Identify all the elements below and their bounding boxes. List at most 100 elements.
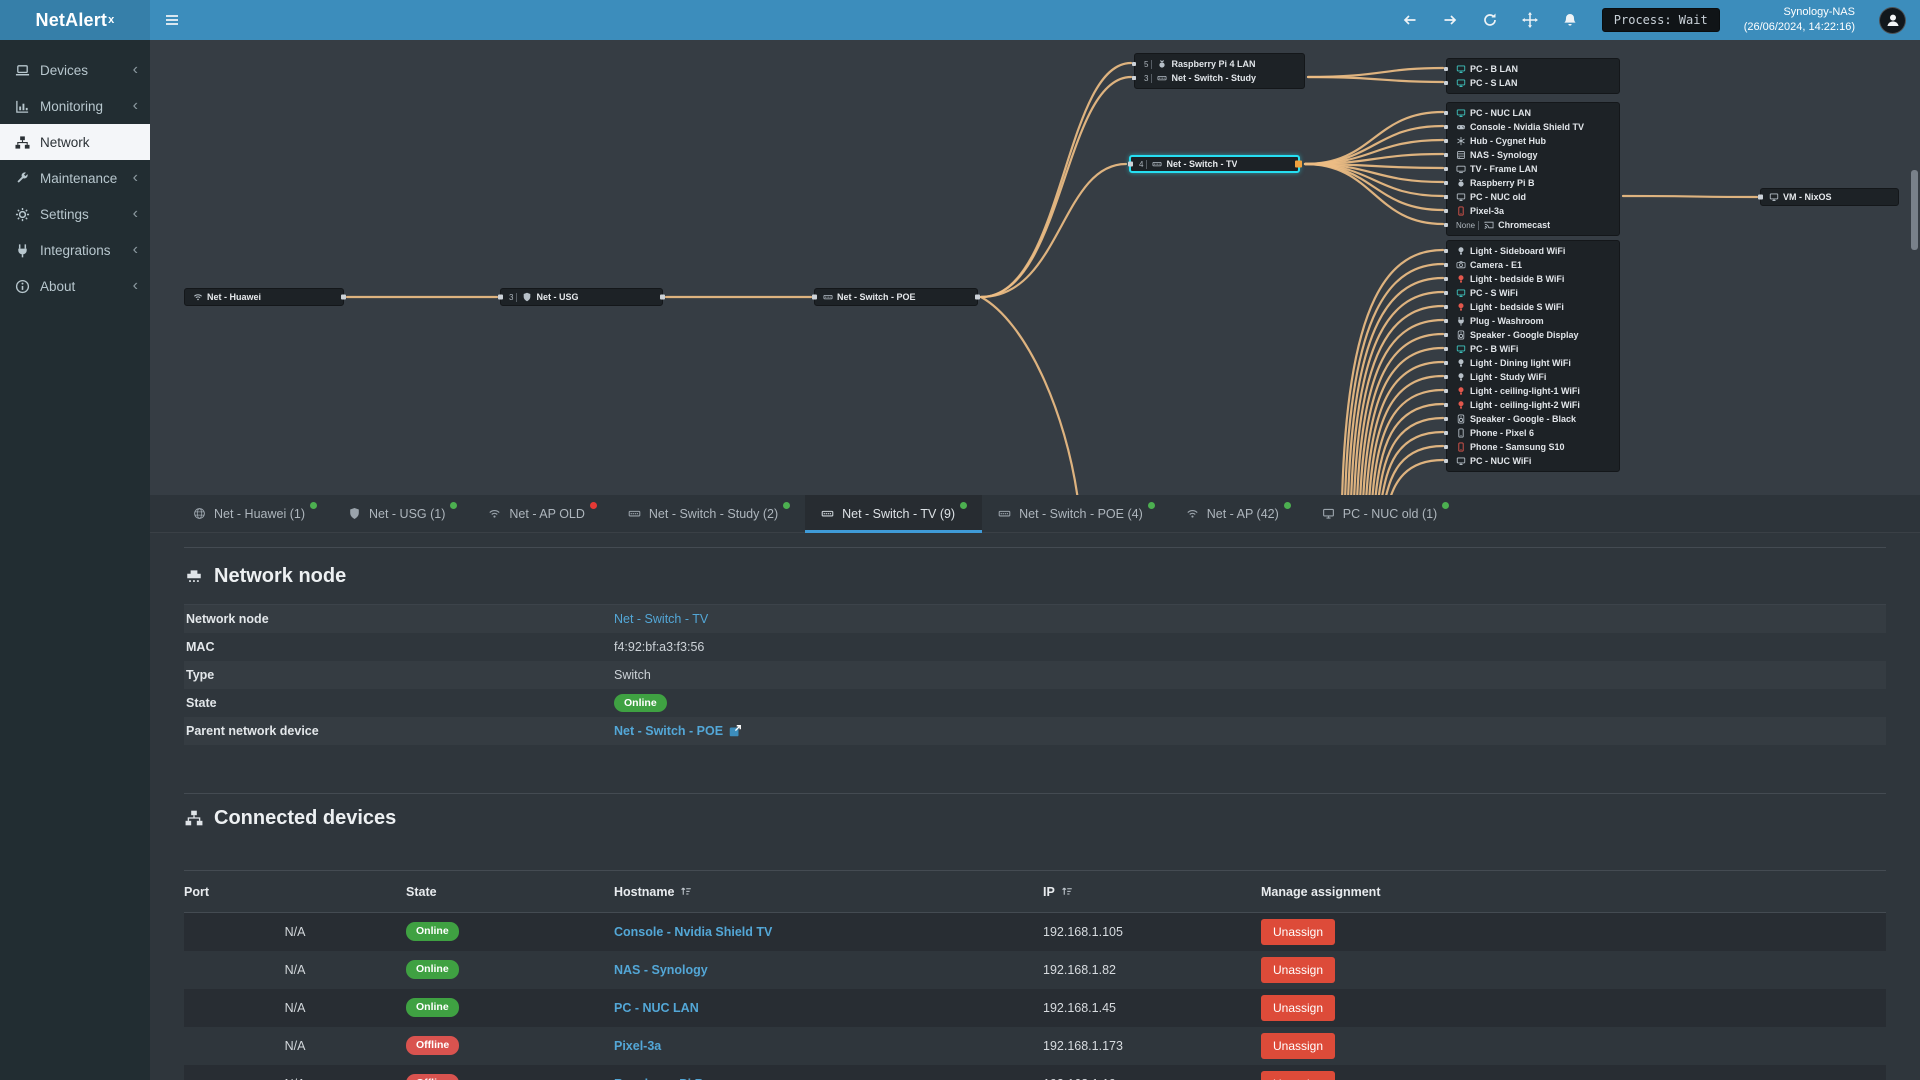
info-label: Network node [186, 612, 269, 626]
diagram-device-hub-cygnet-hub[interactable]: Hub - Cygnet Hub [1444, 134, 1619, 148]
diagram-device-light-ceiling-light-1-wifi[interactable]: Light - ceiling-light-1 WiFi [1444, 384, 1619, 398]
sidebar-item-monitoring[interactable]: Monitoring ‹ [0, 88, 150, 124]
chevron-left-icon: ‹ [132, 205, 138, 222]
diagram-device-tv-frame-lan[interactable]: TV - Frame LAN [1444, 162, 1619, 176]
diagram-device-pc-nuc-old[interactable]: PC - NUC old [1444, 190, 1619, 204]
diagram-device-speaker-google-display[interactable]: Speaker - Google Display [1444, 328, 1619, 342]
switch-icon [1157, 73, 1167, 83]
notifications-bell-icon[interactable] [1562, 12, 1578, 28]
diagram-device-pc-s-wifi[interactable]: PC - S WiFi [1444, 286, 1619, 300]
sidebar-item-about[interactable]: About ‹ [0, 268, 150, 304]
hostname-link[interactable]: Console - Nvidia Shield TV [614, 924, 773, 939]
diagram-device-pc-nuc-lan[interactable]: PC - NUC LAN [1444, 106, 1619, 120]
column-header-ip[interactable]: IP [1043, 871, 1261, 913]
scrollbar-thumb[interactable] [1911, 170, 1918, 250]
device-label: Light - ceiling-light-1 WiFi [1470, 386, 1580, 396]
chevron-left-icon: ‹ [132, 169, 138, 186]
tab-net-ap-42[interactable]: Net - AP (42) [1170, 495, 1306, 532]
nas-icon [1456, 150, 1466, 160]
diagram-device-light-dining-light-wifi[interactable]: Light - Dining light WiFi [1444, 356, 1619, 370]
move-icon[interactable] [1521, 12, 1538, 28]
unassign-button[interactable]: Unassign [1261, 918, 1336, 945]
external-link-icon[interactable] [728, 724, 742, 738]
diagram-device-pc-s-lan[interactable]: PC - S LAN [1444, 76, 1619, 90]
diagram-device-light-ceiling-light-2-wifi[interactable]: Light - ceiling-light-2 WiFi [1444, 398, 1619, 412]
connected-devices-table: Port State Hostname IP Manage assignment N/A… [184, 870, 1886, 1080]
connector [1444, 459, 1448, 463]
hostname-link[interactable]: PC - NUC LAN [614, 1000, 699, 1015]
diagram-device-nas-synology[interactable]: NAS - Synology [1444, 148, 1619, 162]
parent-device-link[interactable]: Net - Switch - POE [614, 724, 724, 738]
nav-back-icon[interactable] [1402, 12, 1418, 28]
diagram-device-light-sideboard-wifi[interactable]: Light - Sideboard WiFi [1444, 244, 1619, 258]
unassign-button[interactable]: Unassign [1261, 956, 1336, 983]
hostname-link[interactable]: NAS - Synology [614, 962, 708, 977]
tab-net-switch-tv-9[interactable]: Net - Switch - TV (9) [805, 495, 983, 533]
topology-edge [1374, 402, 1445, 495]
sidebar-toggle-icon[interactable] [164, 12, 180, 28]
unassign-button[interactable]: Unassign [1261, 1032, 1336, 1059]
bulb-icon [1456, 400, 1466, 410]
ethernet-icon [184, 567, 204, 585]
node-label: Net - Huawei [207, 292, 262, 302]
sidebar-item-integrations[interactable]: Integrations ‹ [0, 232, 150, 268]
tab-pc-nuc-old-1[interactable]: PC - NUC old (1) [1306, 495, 1464, 532]
diagram-device-speaker-google-black[interactable]: Speaker - Google - Black [1444, 412, 1619, 426]
diagram-device-raspberry-pi-4-lan[interactable]: 5 Raspberry Pi 4 LAN [1132, 57, 1304, 71]
diagram-node-net-switch-tv[interactable]: 4 Net - Switch - TV [1128, 155, 1302, 173]
sort-icon[interactable] [679, 885, 692, 897]
topology-edge [1341, 248, 1445, 495]
diagram-device-light-study-wifi[interactable]: Light - Study WiFi [1444, 370, 1619, 384]
hostname-link[interactable]: Raspberry Pi B [614, 1077, 704, 1080]
diagram-device-pixel-3a[interactable]: Pixel-3a [1444, 204, 1619, 218]
diagram-device-console-nvidia-shield-tv[interactable]: Console - Nvidia Shield TV [1444, 120, 1619, 134]
diagram-device-pc-nuc-wifi[interactable]: PC - NUC WiFi [1444, 454, 1619, 468]
diagram-device-pc-b-wifi[interactable]: PC - B WiFi [1444, 342, 1619, 356]
topology-edge [1368, 374, 1445, 495]
topology-edge [1390, 458, 1445, 495]
tab-net-ap-old[interactable]: Net - AP OLD [472, 495, 612, 532]
avatar[interactable] [1879, 6, 1906, 34]
tab-net-usg-1[interactable]: Net - USG (1) [332, 495, 472, 532]
diagram-node-vm-nixos[interactable]: VM - NixOS [1758, 188, 1899, 206]
device-label: Light - bedside B WiFi [1470, 274, 1565, 284]
connector [1444, 67, 1448, 71]
diagram-device-light-bedside-s-wifi[interactable]: Light - bedside S WiFi [1444, 300, 1619, 314]
diagram-device-phone-samsung-s10[interactable]: Phone - Samsung S10 [1444, 440, 1619, 454]
sidebar-item-settings[interactable]: Settings ‹ [0, 196, 150, 232]
diagram-device-phone-pixel-6[interactable]: Phone - Pixel 6 [1444, 426, 1619, 440]
hostname-link[interactable]: Pixel-3a [614, 1038, 662, 1053]
column-header-hostname[interactable]: Hostname [614, 871, 1043, 913]
unassign-button[interactable]: Unassign [1261, 994, 1336, 1021]
diagram-node-net-huawei[interactable]: Net - Huawei [184, 288, 346, 306]
tab-net-switch-study-2[interactable]: Net - Switch - Study (2) [612, 495, 805, 532]
diagram-device-light-bedside-b-wifi[interactable]: Light - bedside B WiFi [1444, 272, 1619, 286]
topology-edge [1303, 162, 1445, 226]
diagram-device-plug-washroom[interactable]: Plug - Washroom [1444, 314, 1619, 328]
tab-net-huawei-1[interactable]: Net - Huawei (1) [177, 495, 332, 532]
app-logo[interactable]: NetAlert x [0, 0, 150, 40]
tab-net-switch-poe-4[interactable]: Net - Switch - POE (4) [982, 495, 1170, 532]
sidebar-item-devices[interactable]: Devices ‹ [0, 52, 150, 88]
status-dot [1147, 502, 1155, 509]
sidebar-item-network[interactable]: Network [0, 124, 150, 160]
bulb-icon [1456, 302, 1466, 312]
diagram-device-pc-b-lan[interactable]: PC - B LAN [1444, 62, 1619, 76]
diagram-device-chromecast[interactable]: None Chromecast [1444, 218, 1619, 232]
topology-edge [1306, 75, 1445, 84]
process-status-badge[interactable]: Process: Wait [1601, 8, 1720, 32]
unassign-button[interactable]: Unassign [1261, 1070, 1336, 1080]
berry-icon [1157, 59, 1167, 69]
diagram-node-net-usg[interactable]: 3 Net - USG [498, 288, 665, 306]
status-dot [310, 502, 317, 509]
network-node-link[interactable]: Net - Switch - TV [614, 612, 709, 626]
diagram-device-net-switch-study[interactable]: 3 Net - Switch - Study [1132, 71, 1304, 85]
sidebar-item-maintenance[interactable]: Maintenance ‹ [0, 160, 150, 196]
state-badge: Online [614, 693, 667, 713]
diagram-node-net-switch-poe[interactable]: Net - Switch - POE [812, 288, 980, 306]
sort-icon[interactable] [1060, 885, 1073, 897]
nav-forward-icon[interactable] [1442, 12, 1458, 28]
diagram-device-raspberry-pi-b[interactable]: Raspberry Pi B [1444, 176, 1619, 190]
refresh-icon[interactable] [1482, 12, 1498, 28]
diagram-device-camera-e1[interactable]: Camera - E1 [1444, 258, 1619, 272]
